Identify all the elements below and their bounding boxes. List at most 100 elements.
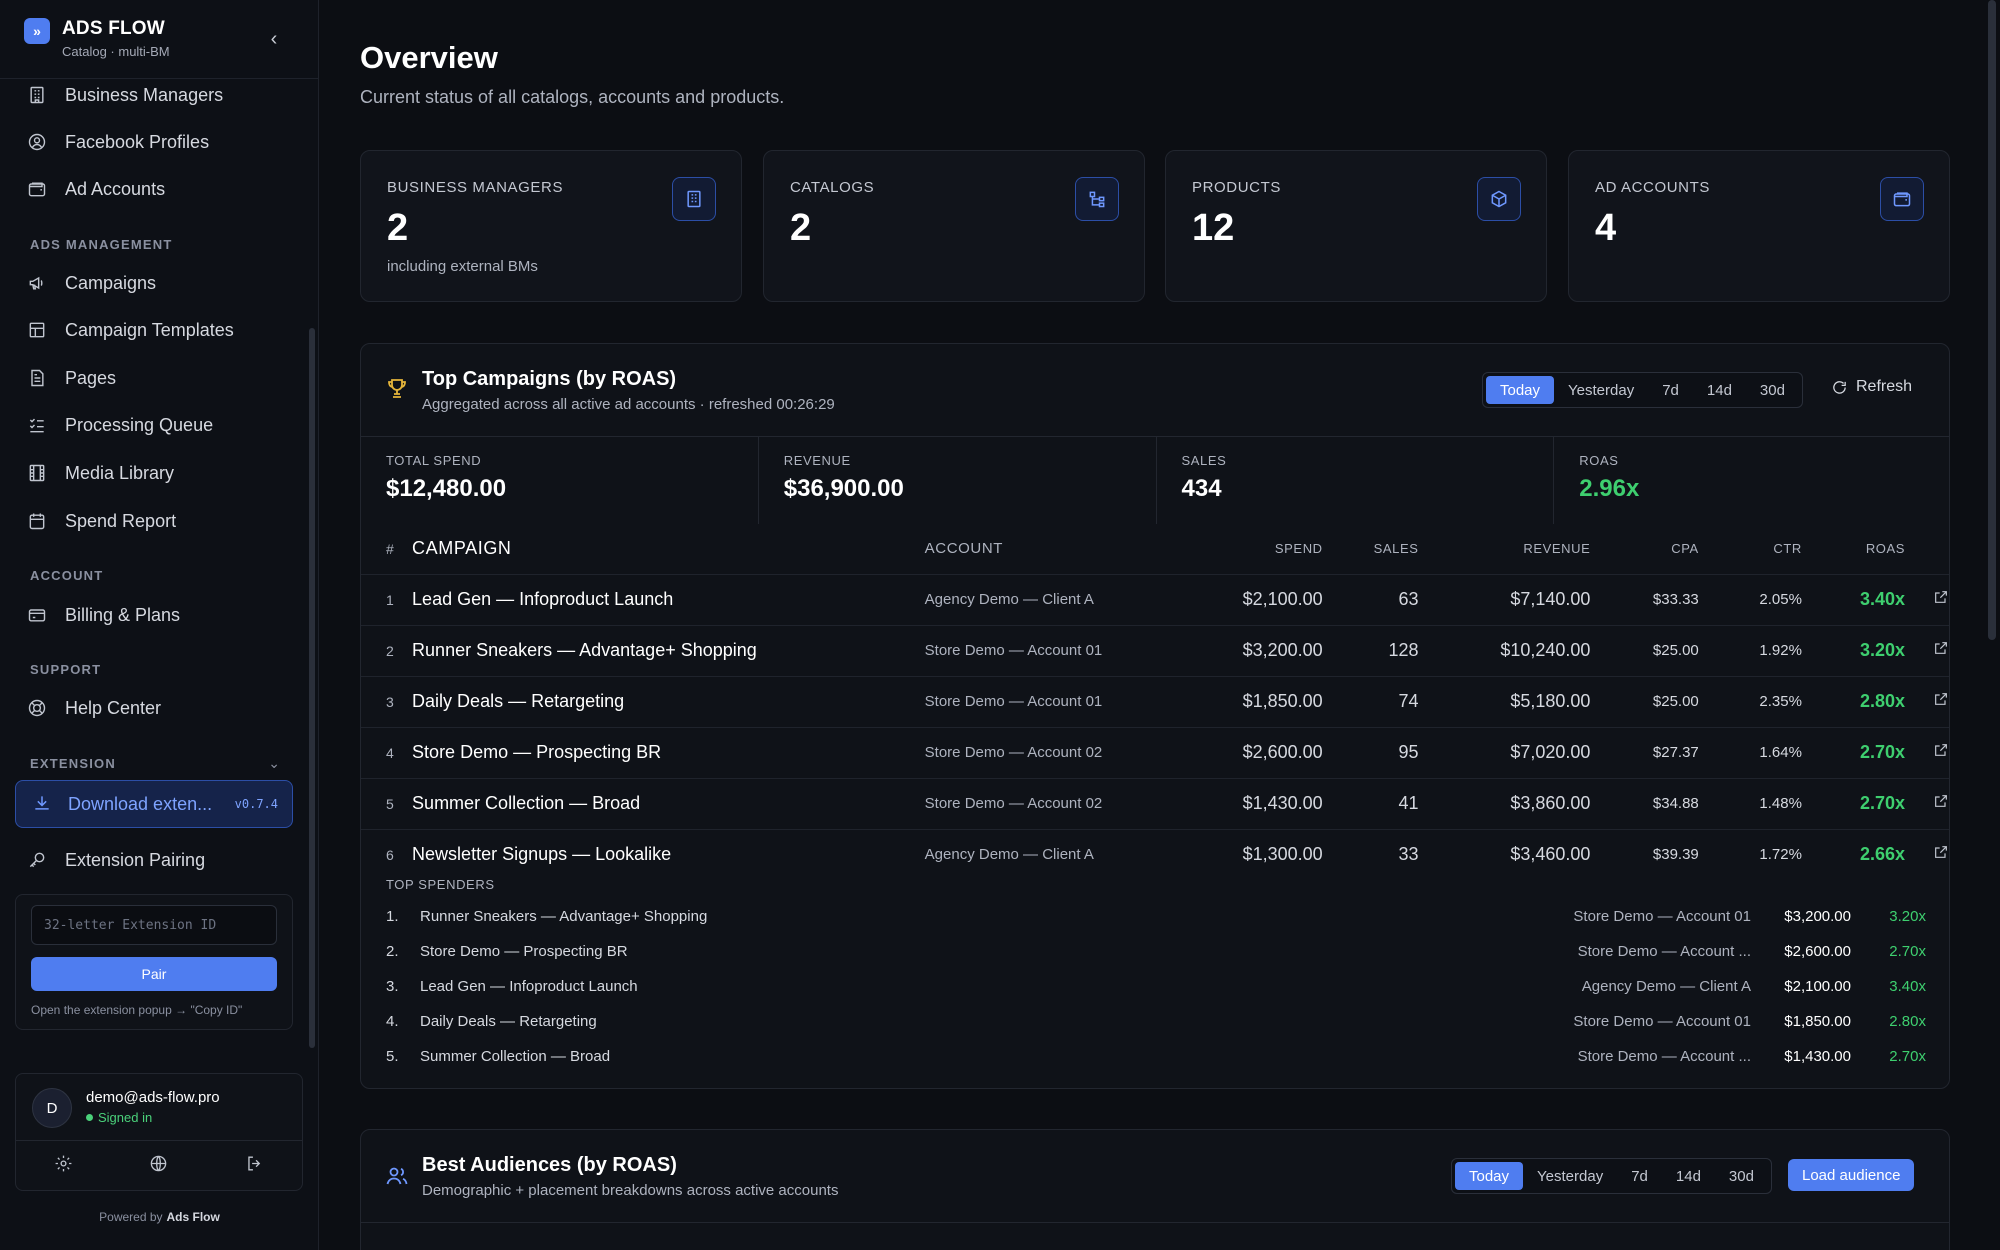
logout-icon[interactable] <box>245 1154 264 1178</box>
best-audiences-panel: Best Audiences (by ROAS) Demographic + p… <box>360 1129 1950 1250</box>
spender-spend: $2,600.00 <box>1784 943 1851 960</box>
sidebar-item-campaigns[interactable]: Campaigns <box>26 268 156 298</box>
cell-revenue: $10,240.00 <box>1418 624 1591 676</box>
spender-spend: $2,100.00 <box>1784 978 1851 995</box>
sidebar-scrollbar[interactable] <box>309 328 315 1048</box>
sidebar-item-help-center[interactable]: Help Center <box>26 693 161 723</box>
cell-spend: $2,600.00 <box>1153 726 1323 778</box>
collapse-sidebar-icon[interactable]: ‹ <box>270 28 278 50</box>
open-campaign-link[interactable] <box>1905 675 1949 727</box>
download-extension-label: Download exten... <box>68 793 213 814</box>
load-audience-button[interactable]: Load audience <box>1788 1159 1915 1191</box>
table-row[interactable]: 1 Lead Gen — Infoproduct Launch Agency Dem… <box>361 573 1949 625</box>
sidebar-item-billing[interactable]: Billing & Plans <box>26 600 180 630</box>
summary-value: $36,900.00 <box>783 475 904 502</box>
cell-ctr: 1.48% <box>1698 777 1802 829</box>
spender-campaign: Runner Sneakers — Advantage+ Shopping <box>420 908 708 925</box>
open-campaign-link[interactable] <box>1905 624 1949 676</box>
sidebar-item-pages[interactable]: Pages <box>26 363 116 393</box>
spender-account: Store Demo — Account ... <box>1577 943 1751 960</box>
main-scrollbar[interactable] <box>1988 0 1996 640</box>
range-yesterday[interactable]: Yesterday <box>1537 1167 1604 1185</box>
cell-account: Store Demo — Account 01 <box>924 624 1154 676</box>
table-row[interactable]: 4 Store Demo — Prospecting BR Store Demo —… <box>361 726 1949 778</box>
globe-icon[interactable] <box>149 1154 168 1178</box>
avatar[interactable]: D <box>32 1088 72 1128</box>
table-row[interactable]: 2 Runner Sneakers — Advantage+ Shopping St… <box>361 624 1949 676</box>
summary-roas: ROAS 2.96x <box>1554 437 1949 524</box>
wallet-icon <box>26 178 48 200</box>
spender-campaign: Daily Deals — Retargeting <box>420 1013 597 1030</box>
sidebar-item-spend-report[interactable]: Spend Report <box>26 506 176 536</box>
list-item[interactable]: 1. Runner Sneakers — Advantage+ Shopping S… <box>386 899 1926 934</box>
download-extension-button[interactable]: Download exten... v0.7.4 <box>15 780 293 828</box>
range-14d[interactable]: 14d <box>1706 381 1732 399</box>
column-header-actions <box>1905 524 1949 574</box>
stat-card-catalogs: CATALOGS 2 <box>763 150 1145 302</box>
campaigns-table: # CAMPAIGN ACCOUNT SPEND SALES REVENUE C… <box>361 524 1949 880</box>
open-campaign-link[interactable] <box>1905 573 1949 625</box>
stat-value: 2 <box>790 207 812 249</box>
cell-spend: $1,850.00 <box>1153 675 1323 727</box>
spender-account: Agency Demo — Client A <box>1581 978 1751 995</box>
summary-revenue: REVENUE $36,900.00 <box>759 437 1157 524</box>
range-today[interactable]: Today <box>1455 1162 1524 1190</box>
hierarchy-icon <box>1075 177 1119 221</box>
cell-cpa: $39.39 <box>1590 828 1699 880</box>
sidebar-item-label: Facebook Profiles <box>65 131 210 152</box>
cell-sales: 95 <box>1322 726 1419 778</box>
refresh-button[interactable]: Refresh <box>1831 378 1912 396</box>
stat-value: 2 <box>387 207 409 249</box>
list-item[interactable]: 3. Lead Gen — Infoproduct Launch Agency De… <box>386 969 1926 1004</box>
box-icon <box>1477 177 1521 221</box>
cell-roas: 2.70x <box>1801 726 1906 778</box>
open-campaign-link[interactable] <box>1905 828 1949 880</box>
sidebar-item-processing-queue[interactable]: Processing Queue <box>26 410 213 440</box>
sidebar: » ADS FLOW Catalog · multi-BM ‹ Business… <box>0 0 319 1250</box>
table-row[interactable]: 3 Daily Deals — Retargeting Store Demo — A… <box>361 675 1949 727</box>
range-7d[interactable]: 7d <box>1631 1167 1648 1185</box>
powered-by-brand[interactable]: Ads Flow <box>166 1210 220 1224</box>
sidebar-item-campaign-templates[interactable]: Campaign Templates <box>26 315 234 345</box>
sidebar-item-label: Media Library <box>65 462 175 483</box>
range-14d[interactable]: 14d <box>1675 1167 1701 1185</box>
range-7d[interactable]: 7d <box>1662 381 1679 399</box>
page-title: Overview <box>360 40 498 75</box>
sidebar-item-facebook-profiles[interactable]: Facebook Profiles <box>26 127 209 157</box>
range-today[interactable]: Today <box>1486 376 1555 404</box>
open-campaign-link[interactable] <box>1905 726 1949 778</box>
list-item[interactable]: 5. Summer Collection — Broad Store Demo — … <box>386 1039 1926 1074</box>
open-campaign-link[interactable] <box>1905 777 1949 829</box>
trophy-icon <box>385 376 411 402</box>
table-row[interactable]: 6 Newsletter Signups — Lookalike Agency De… <box>361 828 1949 880</box>
stat-value: 4 <box>1595 207 1617 249</box>
extension-id-input[interactable] <box>31 905 277 945</box>
range-30d[interactable]: 30d <box>1759 381 1785 399</box>
pair-button[interactable]: Pair <box>31 957 277 991</box>
range-30d[interactable]: 30d <box>1728 1167 1754 1185</box>
range-yesterday[interactable]: Yesterday <box>1568 381 1635 399</box>
sidebar-item-extension-pairing[interactable]: Extension Pairing <box>26 845 205 875</box>
table-row[interactable]: 5 Summer Collection — Broad Store Demo — A… <box>361 777 1949 829</box>
cell-sales: 33 <box>1322 828 1419 880</box>
cell-n: 2 <box>361 624 413 676</box>
sidebar-item-media-library[interactable]: Media Library <box>26 458 174 488</box>
brand-subtitle: Catalog · multi-BM <box>62 44 170 59</box>
list-item[interactable]: 4. Daily Deals — Retargeting Store Demo — … <box>386 1004 1926 1039</box>
extension-section-header[interactable]: EXTENSION ⌄ <box>30 755 280 772</box>
credit-card-icon <box>26 604 48 626</box>
campaign-summary: TOTAL SPEND $12,480.00 REVENUE $36,900.0… <box>361 436 1949 524</box>
sidebar-item-business-managers[interactable]: Business Managers <box>26 80 223 110</box>
summary-sales: SALES 434 <box>1157 437 1555 524</box>
column-header: CTR <box>1773 541 1802 557</box>
gear-icon[interactable] <box>54 1154 73 1178</box>
spender-account: Store Demo — Account 01 <box>1573 1013 1751 1030</box>
sidebar-item-label: Spend Report <box>65 510 177 531</box>
list-item[interactable]: 2. Store Demo — Prospecting BR Store Demo … <box>386 934 1926 969</box>
spender-n: 4. <box>386 1013 399 1030</box>
sidebar-item-ad-accounts[interactable]: Ad Accounts <box>26 174 165 204</box>
refresh-label: Refresh <box>1856 378 1913 395</box>
download-icon <box>32 793 54 815</box>
spender-roas: 3.40x <box>1889 978 1926 995</box>
divider <box>361 1222 1949 1223</box>
